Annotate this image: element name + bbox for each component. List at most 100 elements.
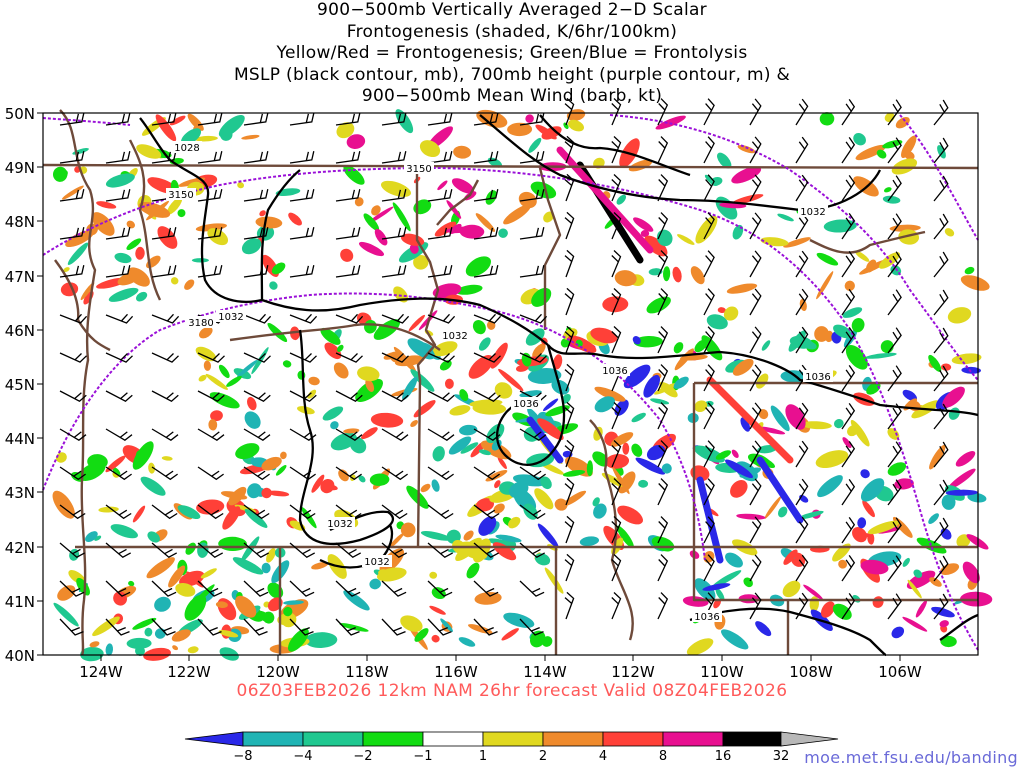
wind-barb	[795, 250, 809, 278]
wind-barb	[59, 390, 87, 402]
wind-barb	[933, 517, 949, 544]
wind-barb	[105, 580, 131, 597]
colorbar-swatch	[662, 731, 724, 747]
frontogenesis-patch	[178, 177, 206, 187]
frontogenesis-patch	[267, 490, 290, 497]
frontogenesis-patch	[529, 630, 546, 648]
wind-barb	[151, 352, 179, 363]
frontogenesis-patch	[654, 382, 678, 395]
wind-barb	[933, 137, 949, 164]
wind-barb	[795, 136, 809, 164]
frontogenesis-patch	[783, 549, 798, 565]
wind-barb	[243, 189, 269, 202]
frontogenesis-patch	[453, 145, 472, 159]
wind-barb	[151, 542, 178, 558]
frontogenesis-patch	[633, 217, 654, 232]
frontogenesis-patch	[940, 563, 960, 575]
wind-barb	[933, 365, 949, 392]
frontogenesis-patch	[241, 134, 260, 140]
frontogenesis-patch	[525, 114, 534, 123]
frontogenesis-patch	[616, 194, 627, 205]
frontogenesis-patch	[931, 606, 955, 618]
frontogenesis-patch	[764, 496, 782, 519]
wind-barb	[564, 135, 575, 164]
frontogenesis-patch	[357, 366, 380, 382]
wind-barb	[841, 289, 856, 316]
title-line-5: 900−500mb Mean Wind (barb, kt)	[361, 86, 663, 106]
wind-barb	[151, 390, 179, 402]
frontogenesis-patch	[677, 234, 695, 245]
frontogenesis-patch	[320, 327, 341, 345]
frontogenesis-patch	[166, 197, 183, 215]
frontogenesis-patch	[622, 442, 630, 455]
lat-tick-label: 49N	[5, 159, 35, 177]
frontogenesis-patch	[369, 578, 381, 590]
wind-barb	[381, 227, 407, 240]
frontogenesis-patch	[527, 368, 562, 384]
wind-barb	[703, 326, 715, 354]
frontogenesis-patch	[187, 646, 199, 654]
wind-barb	[151, 504, 178, 520]
frontogenesis-patch	[241, 238, 262, 255]
wind-barb	[933, 403, 949, 430]
frontogenesis-patch	[617, 505, 643, 525]
frontogenesis-patch	[110, 524, 138, 539]
frontogenesis-patch	[820, 601, 835, 618]
wind-barb	[611, 516, 622, 544]
wind-barb	[611, 174, 622, 202]
frontogenesis-patch	[127, 267, 150, 287]
frontogenesis-patch	[191, 258, 209, 263]
frontogenesis-patch	[414, 628, 429, 642]
wind-barb	[933, 175, 949, 202]
wind-barb	[59, 504, 86, 520]
frontogenesis-patch	[845, 344, 868, 370]
frontogenesis-patch	[208, 419, 218, 431]
wind-barb	[703, 516, 715, 544]
wind-barb	[105, 265, 131, 278]
wind-barb	[703, 288, 715, 316]
valid-time-line: 06Z03FEB2026 12km NAM 26hr forecast Vali…	[236, 681, 788, 701]
frontogenesis-patch	[283, 600, 304, 605]
wind-barb	[749, 592, 762, 620]
wind-barb	[657, 478, 669, 506]
frontogenesis-patch	[431, 634, 440, 643]
wind-barb	[427, 466, 454, 481]
frontogenesis-patch	[508, 516, 521, 529]
frontogenesis-patch	[96, 201, 117, 209]
frontogenesis-patch	[184, 594, 207, 621]
wind-barb	[749, 98, 762, 126]
wind-barb	[381, 189, 407, 202]
wind-barb	[59, 466, 86, 481]
wind-barb	[749, 174, 762, 202]
credit-link[interactable]: moe.met.fsu.edu/banding	[804, 748, 1018, 767]
frontogenesis-patch	[884, 187, 892, 193]
frontogenesis-patch	[413, 254, 429, 270]
frontogenesis-patch	[126, 220, 135, 229]
wind-barb	[795, 440, 809, 468]
wind-barb	[657, 288, 669, 316]
wind-barb	[887, 517, 902, 544]
frontogenesis-patch	[218, 629, 239, 638]
frontogenesis-patch	[847, 425, 859, 437]
wind-barb	[59, 428, 87, 441]
wind-barb	[519, 580, 545, 597]
frontogenesis-patch	[449, 223, 462, 234]
frontogenesis-patch	[525, 328, 545, 346]
frontogenesis-patch	[756, 426, 786, 435]
frontogenesis-patch	[537, 418, 564, 440]
height-label: 3150	[406, 164, 431, 175]
frontogenesis-patch	[907, 579, 922, 599]
frontogenesis-patch	[369, 473, 390, 486]
frontogenesis-patch	[891, 626, 905, 639]
frontogenesis-patch	[271, 262, 286, 275]
frontogenesis-patch	[138, 201, 171, 218]
frontogenesis-patch	[894, 478, 914, 490]
wind-barb	[289, 265, 315, 278]
wind-barb	[703, 440, 715, 468]
wind-barb	[289, 580, 315, 597]
frontogenesis-patch	[346, 134, 366, 149]
frontogenesis-patch	[400, 615, 423, 632]
wind-barb	[335, 542, 362, 558]
frontogenesis-patch	[429, 605, 446, 615]
wind-barb	[197, 265, 223, 278]
